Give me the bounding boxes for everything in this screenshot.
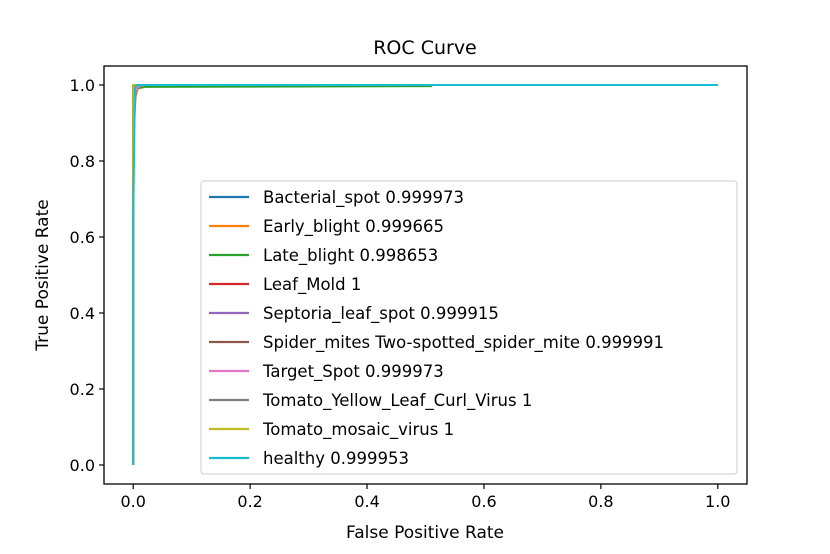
x-tick-label: 0.2 bbox=[237, 492, 262, 511]
x-tick-label: 0.8 bbox=[588, 492, 613, 511]
legend-label: Late_blight 0.998653 bbox=[263, 246, 438, 266]
x-tick-label: 0.6 bbox=[471, 492, 496, 511]
x-tick-label: 1.0 bbox=[705, 492, 730, 511]
legend-label: Tomato_mosaic_virus 1 bbox=[262, 420, 454, 440]
legend-label: Early_blight 0.999665 bbox=[263, 217, 444, 237]
legend-label: Bacterial_spot 0.999973 bbox=[263, 188, 464, 208]
y-tick-label: 0.8 bbox=[70, 152, 95, 171]
series-line-9 bbox=[132, 84, 718, 465]
y-tick-label: 0.6 bbox=[70, 228, 95, 247]
y-axis-label: True Positive Rate bbox=[33, 199, 53, 351]
plot-frame bbox=[103, 65, 748, 485]
legend-label: Target_Spot 0.999973 bbox=[262, 362, 444, 382]
legend: Bacterial_spot 0.999973 Early_blight 0.99… bbox=[200, 180, 738, 475]
x-tick-label: 0.0 bbox=[121, 492, 146, 511]
legend-label: Spider_mites Two-spotted_spider_mite 0.9… bbox=[263, 333, 664, 353]
legend-label: Septoria_leaf_spot 0.999915 bbox=[263, 304, 499, 324]
legend-label: Leaf_Mold 1 bbox=[263, 275, 361, 295]
chart-title: ROC Curve bbox=[373, 37, 477, 59]
y-tick-label: 0.4 bbox=[70, 304, 95, 323]
y-tick-label: 1.0 bbox=[70, 76, 95, 95]
legend-label: Tomato_Yellow_Leaf_Curl_Virus 1 bbox=[262, 391, 532, 411]
legend-box bbox=[200, 180, 738, 475]
y-axis: 0.0 0.2 0.4 0.6 0.8 1.0 bbox=[70, 76, 104, 475]
x-axis-label: False Positive Rate bbox=[346, 523, 504, 543]
y-tick-label: 0.2 bbox=[70, 380, 95, 399]
y-tick-label: 0.0 bbox=[70, 456, 95, 475]
x-tick-label: 0.4 bbox=[354, 492, 379, 511]
x-axis: 0.0 0.2 0.4 0.6 0.8 1.0 bbox=[121, 484, 730, 511]
series-lines bbox=[132, 84, 718, 465]
legend-label: healthy 0.999953 bbox=[263, 449, 409, 468]
